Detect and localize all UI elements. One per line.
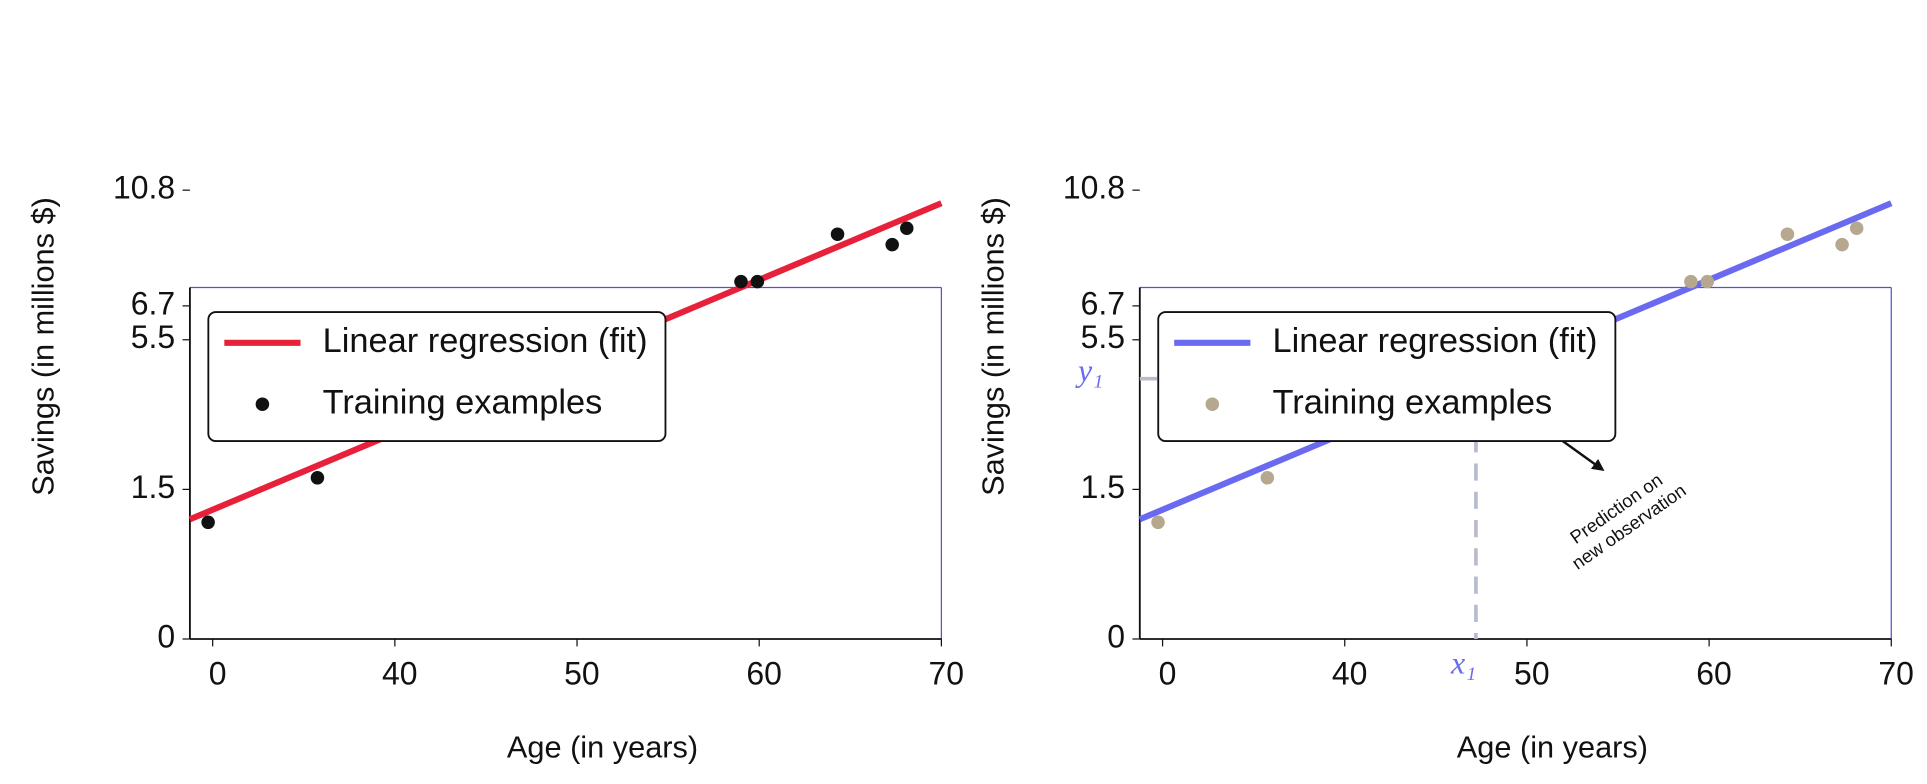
x-tick-label: 50 — [1514, 655, 1550, 691]
legend-label: Linear regression (fit) — [323, 322, 648, 360]
y-tick-label: 5.5 — [131, 319, 175, 355]
chart: 0 1.5 5.5 10.8 6.7 0 40 50 60 70 Age (in years) Sav… — [26, 170, 964, 765]
legend-label: Training examples — [1273, 383, 1553, 421]
y-tick-label: 10.8 — [1063, 170, 1125, 206]
y-tick-label: 1.5 — [1081, 469, 1125, 505]
x-tick-label: 50 — [564, 655, 600, 691]
y-tick-label: 6.7 — [1081, 285, 1125, 321]
point — [750, 274, 765, 289]
x-tick-label: 0 — [209, 655, 227, 691]
x-tick-label: 70 — [929, 655, 965, 691]
x-tick-label: 60 — [1696, 655, 1732, 691]
legend-box — [1157, 311, 1617, 442]
y-axis-label: Savings (in millions $) — [26, 197, 61, 496]
point — [1835, 237, 1849, 252]
y-axis-label: Savings (in millions $) — [976, 197, 1011, 496]
y-tick-label: 0 — [1107, 618, 1125, 654]
chart: 0 1.5 5.5 10.8 6.7 0 40 50 60 70 Age (in years) Sav… — [976, 170, 1914, 765]
point — [734, 274, 748, 289]
point — [1260, 471, 1275, 485]
point — [885, 237, 899, 252]
legend-swatch — [255, 397, 270, 411]
y-tick-label: 5.5 — [1081, 319, 1125, 355]
legend-box — [207, 311, 667, 442]
point — [1700, 274, 1715, 289]
x-tick-label: 70 — [1878, 655, 1914, 691]
x-tick-label: 0 — [1159, 655, 1177, 691]
point — [310, 471, 325, 485]
point — [1151, 515, 1165, 530]
legend-swatch — [1205, 397, 1220, 411]
x-tick-label: 40 — [382, 655, 418, 691]
y-tick-label: 1.5 — [131, 469, 175, 505]
x-prediction-label: x₁ — [1450, 645, 1476, 680]
x-tick-label: 60 — [746, 655, 782, 691]
point — [900, 221, 914, 236]
y-tick-label: 6.7 — [131, 285, 175, 321]
point — [830, 227, 845, 241]
point — [1849, 221, 1864, 236]
y-tick-label: 10.8 — [113, 170, 175, 206]
point — [1780, 227, 1795, 241]
y-tick-label: 0 — [157, 618, 175, 654]
point — [1684, 274, 1698, 289]
point — [201, 515, 215, 530]
x-axis-label: Age (in years) — [1457, 730, 1648, 765]
x-tick-label: 40 — [1332, 655, 1368, 691]
y-prediction-label: y₁ — [1075, 353, 1103, 388]
legend-label: Training examples — [323, 383, 603, 421]
x-axis-label: Age (in years) — [507, 730, 698, 765]
legend-label: Linear regression (fit) — [1273, 322, 1598, 360]
